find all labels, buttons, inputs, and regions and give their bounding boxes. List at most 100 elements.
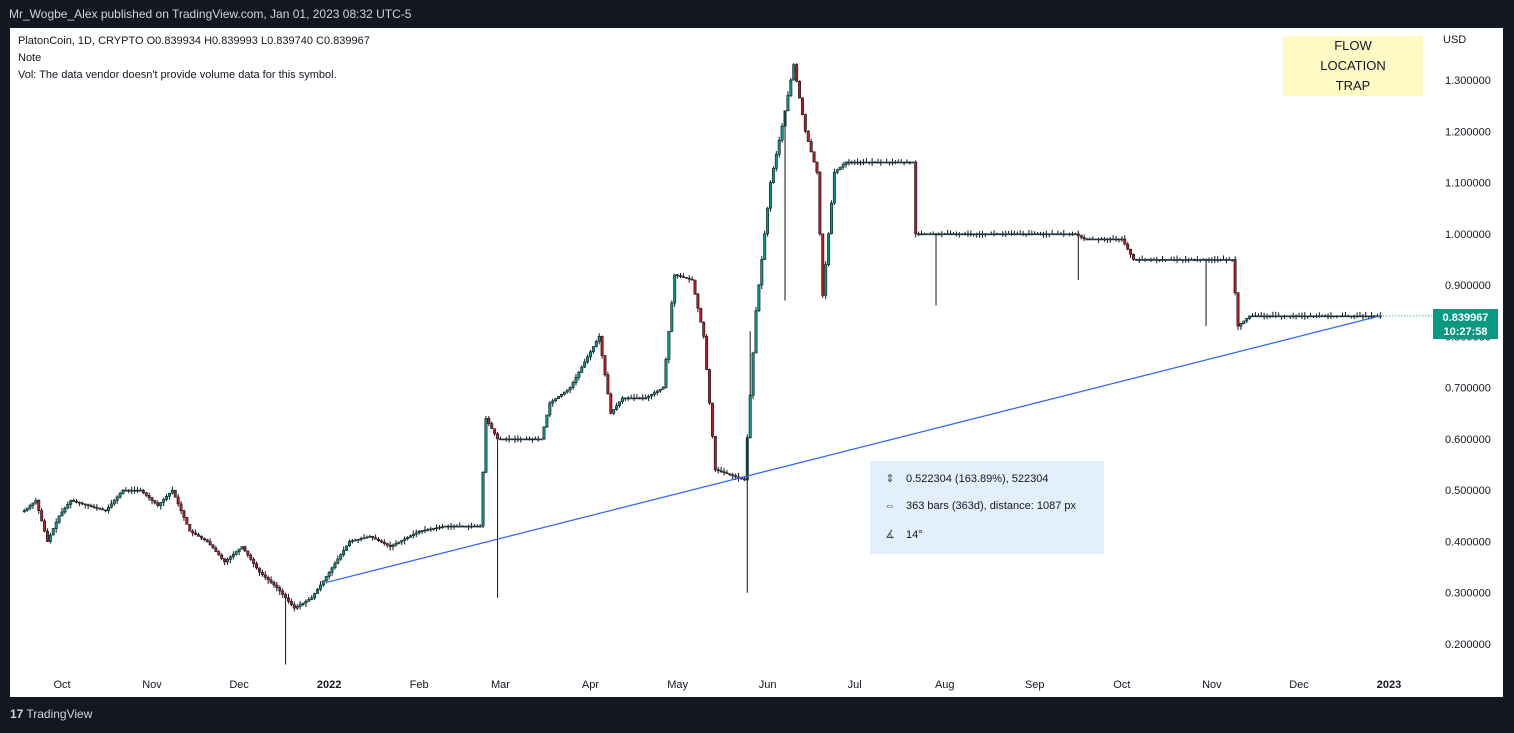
candle-body — [719, 470, 723, 473]
candle-body — [914, 161, 918, 235]
price-tick-label: 0.500000 — [1445, 485, 1491, 497]
candle-body — [501, 438, 505, 441]
candle-body — [481, 471, 485, 527]
candle-body — [896, 161, 900, 164]
candle-body — [548, 402, 552, 416]
candle-body — [981, 233, 984, 236]
candle-body — [917, 233, 921, 236]
candle-body — [1085, 238, 1089, 241]
candle-body — [1149, 259, 1153, 261]
candle-body — [1076, 233, 1080, 236]
location-label[interactable]: LOCATION — [1283, 56, 1423, 76]
candle-body — [1114, 238, 1118, 241]
candle-body — [1053, 233, 1057, 236]
candle-body — [475, 525, 479, 528]
candle-body — [533, 438, 537, 441]
candle-body — [803, 114, 807, 132]
trap-label[interactable]: TRAP — [1283, 76, 1423, 96]
candle-body — [1071, 233, 1074, 236]
candle-body — [705, 336, 709, 370]
candle-body — [667, 330, 671, 360]
candle-body — [757, 284, 761, 312]
candle-body — [478, 525, 482, 528]
wicks-group — [285, 110, 1207, 665]
candle-body — [1294, 315, 1298, 318]
time-tick-label: 2023 — [1377, 679, 1401, 691]
candle-body — [345, 545, 349, 551]
candle-body — [403, 538, 407, 541]
candle-body — [513, 438, 517, 441]
candle-body — [324, 576, 328, 582]
candle-body — [307, 599, 311, 602]
candle-body — [792, 64, 796, 81]
candle-body — [696, 293, 700, 309]
candle-body — [899, 161, 903, 164]
candle-body — [908, 161, 912, 164]
candle-body — [565, 389, 569, 393]
candle-body — [789, 79, 793, 96]
candle-body — [774, 154, 778, 169]
candle-body — [815, 161, 819, 173]
candle-body — [106, 506, 110, 511]
candle-body — [1312, 315, 1315, 318]
time-tick-label: Aug — [935, 679, 955, 691]
candle-body — [978, 233, 982, 236]
candle-body — [1274, 315, 1278, 318]
candle-body — [1314, 315, 1318, 318]
candle-body — [472, 525, 476, 528]
last-price-value: 0.839967 — [1442, 312, 1489, 324]
candle-body — [336, 558, 340, 564]
candle-body — [1079, 235, 1083, 238]
time-tick-label: Jun — [759, 679, 777, 691]
candle-body — [1146, 259, 1150, 261]
candle-body — [629, 397, 633, 400]
candle-body — [1004, 233, 1008, 236]
candle-body — [1320, 315, 1324, 318]
candle-body — [818, 171, 822, 235]
candle-body — [487, 418, 491, 424]
candle-body — [1178, 259, 1182, 261]
candle-body — [649, 394, 653, 397]
candle-body — [1306, 315, 1310, 318]
candle-body — [1253, 315, 1257, 318]
candle-body — [612, 409, 616, 414]
publisher-bar: Mr_Wogbe_Alex published on TradingView.c… — [0, 0, 1514, 28]
time-tick-label: Nov — [1202, 679, 1222, 691]
candle-body — [1288, 315, 1292, 318]
trend-line[interactable] — [326, 315, 1381, 584]
candle-body — [673, 274, 677, 304]
price-tick-label: 0.200000 — [1445, 639, 1491, 651]
candle-body — [156, 502, 160, 506]
candle-body — [1280, 315, 1284, 318]
price-axis[interactable]: 0.200000 0.300000 0.400000 0.500000 0.600000… — [1445, 75, 1491, 651]
time-axis[interactable]: Oct Nov Dec 2022 Feb Mar Apr May Jun Jul Aug Sep Oct… — [53, 679, 1401, 691]
candle-body — [440, 526, 444, 528]
candle-body — [432, 528, 436, 530]
candle-body — [342, 549, 346, 555]
chart-svg[interactable]: 0.200000 0.300000 0.400000 0.500000 0.600000… — [10, 28, 1503, 697]
candle-body — [1091, 238, 1095, 241]
chart-panel[interactable]: 0.200000 0.300000 0.400000 0.500000 0.600000… — [10, 28, 1503, 697]
candle-body — [1033, 233, 1037, 236]
candle-body — [1068, 233, 1072, 236]
candle-body — [208, 541, 212, 546]
candle-body — [1158, 259, 1162, 261]
candle-body — [638, 397, 642, 400]
flow-label[interactable]: FLOW — [1283, 36, 1423, 56]
candle-body — [931, 233, 935, 236]
candle-body — [742, 478, 746, 481]
candle-body — [748, 395, 752, 438]
candle-body — [969, 233, 973, 236]
footer-brand[interactable]: 17 TradingView — [10, 707, 92, 721]
candle-body — [690, 278, 694, 281]
bar-range-row: ⇔ 363 bars (363d), distance: 1087 px — [882, 498, 1077, 514]
candle-body — [159, 502, 163, 506]
candle-body — [960, 233, 964, 236]
candle-body — [1251, 315, 1254, 318]
candle-body — [339, 554, 343, 560]
candle-body — [48, 534, 52, 542]
candle-body — [882, 161, 886, 164]
candle-body — [1332, 315, 1336, 318]
candle-body — [1137, 259, 1141, 261]
candle-body — [188, 524, 192, 532]
